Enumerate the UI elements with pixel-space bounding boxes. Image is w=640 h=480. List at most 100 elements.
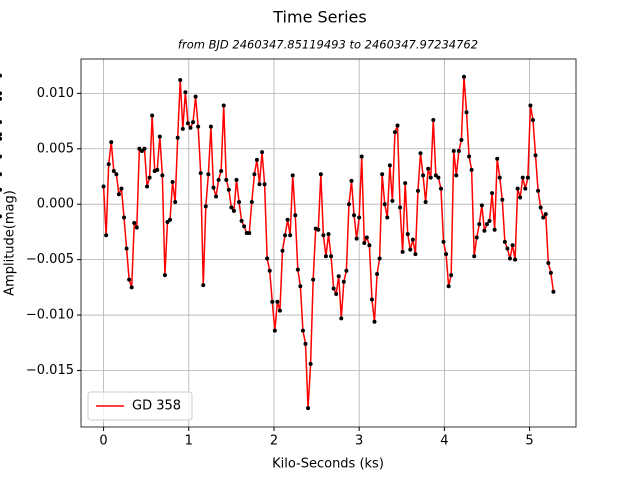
y-tick-label: −0.005 (26, 252, 74, 267)
data-point (196, 124, 201, 129)
x-tick-label: 3 (355, 434, 363, 449)
data-point (211, 185, 216, 190)
data-point (438, 186, 443, 191)
data-point (231, 208, 236, 213)
data-point (464, 110, 469, 115)
data-point (229, 205, 234, 210)
data-point (469, 167, 474, 172)
data-point (145, 184, 150, 189)
data-point (134, 225, 139, 230)
data-point (265, 256, 270, 261)
data-point (341, 279, 346, 284)
data-point (451, 149, 456, 153)
data-point (357, 215, 362, 220)
y-tick-label: 0.010 (37, 86, 74, 101)
data-point (272, 328, 277, 333)
legend-box (87, 391, 193, 421)
data-point (523, 186, 528, 191)
data-point (380, 172, 385, 177)
data-point (329, 254, 334, 259)
data-point (510, 243, 515, 248)
chart-title: Time Series (272, 8, 366, 27)
data-point (387, 163, 392, 168)
data-point (487, 218, 492, 223)
data-point (260, 150, 265, 155)
data-point (477, 222, 482, 227)
data-point (0, 154, 2, 159)
data-point (502, 239, 507, 244)
data-point (0, 91, 2, 96)
data-point (331, 286, 336, 291)
data-point (349, 178, 354, 183)
data-point (449, 273, 454, 278)
data-point (0, 73, 2, 78)
data-point (426, 166, 431, 171)
data-point (214, 194, 219, 199)
x-tick-label: 0 (99, 434, 107, 449)
data-point (300, 328, 305, 333)
data-point (203, 204, 208, 209)
data-point (467, 154, 472, 159)
data-point (219, 168, 224, 173)
data-point (170, 180, 175, 185)
data-point (185, 121, 190, 126)
data-point (436, 175, 441, 180)
data-point (405, 232, 410, 237)
data-point (0, 96, 2, 101)
data-point (413, 252, 418, 257)
data-point (390, 198, 395, 203)
data-point (180, 126, 185, 131)
data-point (490, 191, 495, 196)
data-point (548, 270, 553, 275)
data-point (183, 90, 188, 95)
data-point (111, 168, 116, 173)
data-point (326, 232, 331, 237)
data-point (306, 406, 311, 411)
data-point (346, 202, 351, 207)
data-point (456, 149, 461, 153)
data-point (155, 167, 160, 172)
data-point (428, 175, 433, 180)
data-point (364, 235, 369, 240)
data-point (538, 205, 543, 210)
data-point (375, 272, 380, 277)
data-point (160, 173, 165, 178)
data-point (367, 243, 372, 248)
data-point (262, 182, 267, 187)
data-point (339, 316, 344, 321)
data-point (162, 273, 167, 278)
data-point (290, 173, 295, 178)
data-point (293, 213, 298, 218)
data-point (275, 299, 280, 304)
data-point (193, 94, 198, 99)
data-point (285, 217, 290, 222)
data-point (518, 195, 523, 200)
data-point (0, 187, 2, 192)
data-point (354, 236, 359, 241)
y-axis-label: Amplitude(mag) (3, 190, 18, 296)
data-point (415, 188, 420, 193)
data-point (311, 277, 316, 282)
data-point (431, 117, 436, 122)
data-point (316, 227, 321, 232)
data-point (280, 248, 285, 253)
data-point (0, 136, 2, 141)
data-point (551, 289, 556, 294)
data-point (216, 177, 221, 182)
data-point (392, 130, 397, 135)
x-tick-label: 1 (185, 434, 193, 449)
data-point (359, 154, 364, 159)
data-point (270, 299, 275, 304)
data-point (507, 256, 512, 261)
data-point (191, 120, 196, 125)
data-point (221, 103, 226, 108)
data-point (352, 213, 357, 218)
data-point (0, 214, 2, 219)
plot-frame (80, 58, 577, 428)
data-point (308, 361, 313, 366)
data-point (267, 268, 272, 273)
legend-label: GD 358 (132, 399, 181, 414)
data-point (400, 249, 405, 254)
data-point (277, 308, 282, 313)
data-point (369, 297, 374, 302)
